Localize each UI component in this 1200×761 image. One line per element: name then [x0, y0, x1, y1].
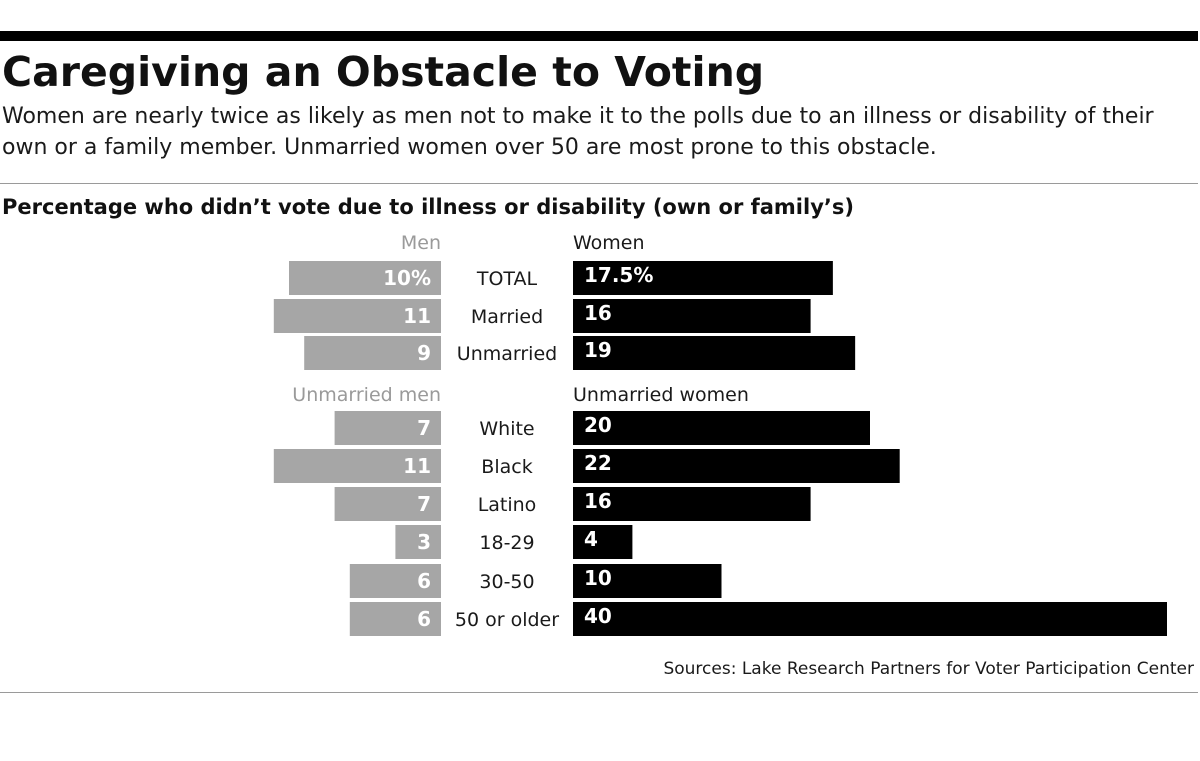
men-value-label: 11 [403, 304, 431, 328]
men-header: Unmarried men [292, 384, 441, 406]
men-header: Men [401, 232, 441, 254]
men-bar [334, 487, 441, 521]
category-label: Married [471, 306, 543, 328]
bars-layer: Men Women 10% TOTAL 17.5% 11 Married 16 9 Unmarri… [273, 232, 1167, 636]
men-bar [395, 525, 441, 559]
category-label: TOTAL [476, 268, 538, 290]
men-bar [304, 336, 441, 370]
men-value-label: 7 [417, 492, 431, 516]
men-value-label: 3 [417, 530, 431, 554]
source-note: Sources: Lake Research Partners for Vote… [663, 659, 1194, 679]
men-bar [273, 299, 441, 333]
category-label: 18-29 [479, 532, 534, 554]
men-bar [273, 449, 441, 483]
women-value-label: 10 [584, 566, 612, 590]
women-value-label: 16 [584, 489, 612, 513]
women-bar [573, 449, 900, 483]
men-value-label: 9 [417, 341, 431, 365]
category-label: Unmarried [457, 343, 557, 365]
chart-heading: Percentage who didn’t vote due to illnes… [2, 195, 854, 219]
men-bar [349, 602, 441, 636]
women-header: Unmarried women [573, 384, 749, 406]
women-header: Women [573, 232, 645, 254]
women-bar [573, 261, 833, 295]
men-value-label: 6 [417, 607, 431, 631]
category-label: 50 or older [455, 609, 559, 631]
subtitle-line-2: own or a family member. Unmarried women … [2, 135, 937, 160]
category-label: White [479, 418, 534, 440]
women-value-label: 17.5% [584, 263, 653, 287]
men-value-label: 10% [383, 266, 431, 290]
women-bar [573, 602, 1167, 636]
men-bar [349, 564, 441, 598]
men-value-label: 6 [417, 569, 431, 593]
category-label: Latino [478, 494, 537, 516]
men-value-label: 11 [403, 454, 431, 478]
category-label: Black [481, 456, 532, 478]
women-value-label: 19 [584, 338, 612, 362]
subtitle-line-1: Women are nearly twice as likely as men … [2, 104, 1155, 129]
women-value-label: 40 [584, 604, 612, 628]
women-bar [573, 299, 811, 333]
women-bar [573, 487, 811, 521]
women-value-label: 22 [584, 451, 612, 475]
men-bar [334, 411, 441, 445]
men-value-label: 7 [417, 416, 431, 440]
women-value-label: 4 [584, 527, 598, 551]
top-rule [0, 31, 1198, 41]
category-label: 30-50 [479, 571, 534, 593]
women-value-label: 16 [584, 301, 612, 325]
women-bar [573, 411, 870, 445]
women-bar [573, 564, 722, 598]
chart-title: Caregiving an Obstacle to Voting [2, 48, 764, 96]
women-value-label: 20 [584, 413, 612, 437]
women-bar [573, 336, 856, 370]
women-bar [573, 525, 633, 559]
men-bar [289, 261, 441, 295]
